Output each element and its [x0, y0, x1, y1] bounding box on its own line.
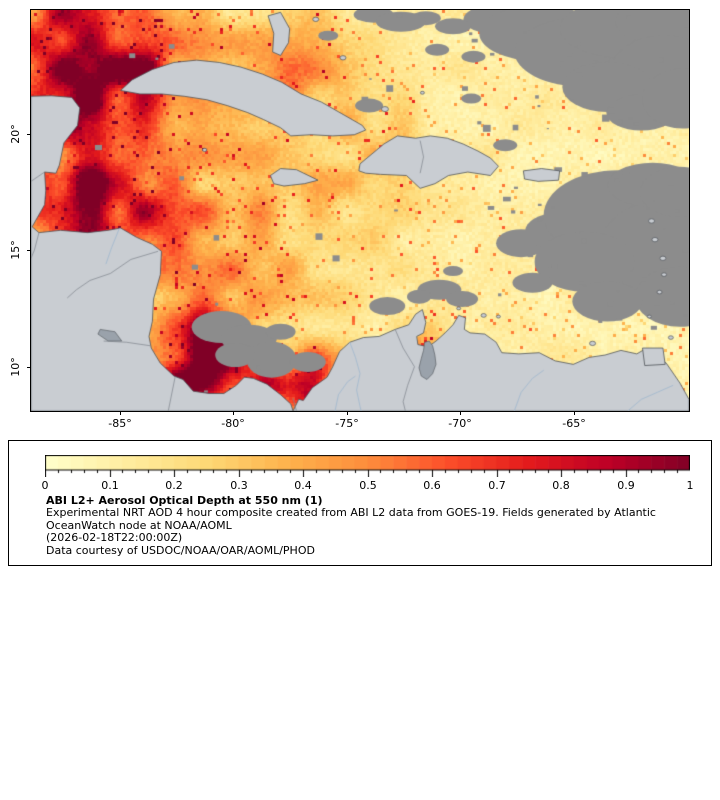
x-axis-tick [574, 411, 575, 415]
colorbar-tick-label: 0.5 [359, 479, 377, 492]
caption: ABI L2+ Aerosol Optical Depth at 550 nm … [46, 494, 656, 557]
colorbar-legend-box: 0 0.1 0.2 0.3 0.4 0.5 0.6 0.7 0.8 0.9 1 … [8, 440, 712, 566]
x-axis-tick-label: -65° [562, 417, 586, 430]
x-axis-tick [347, 411, 348, 415]
y-axis-tick-label: 15° [9, 240, 22, 260]
caption-line1: Experimental NRT AOD 4 hour composite cr… [46, 506, 656, 520]
caption-line2: OceanWatch node at NOAA/AOML [46, 518, 232, 532]
y-axis-tick-label: 10° [9, 357, 22, 377]
map-plot-area: -85° -80° -75° -70° -65° 20° 15° 10° [9, 9, 690, 430]
colorbar-tick-label: 0.4 [294, 479, 312, 492]
colorbar-tick-label: 0.2 [165, 479, 183, 492]
colorbar-tick-label: 0.1 [101, 479, 119, 492]
aod-raster-canvas [31, 10, 689, 411]
colorbar-tick-label: 0.9 [617, 479, 635, 492]
x-axis-tick [120, 411, 121, 415]
x-axis-tick [233, 411, 234, 415]
caption-title: ABI L2+ Aerosol Optical Depth at 550 nm … [46, 494, 323, 507]
y-axis-tick [27, 134, 31, 135]
x-axis-tick-label: -75° [335, 417, 359, 430]
x-axis-tick-label: -80° [221, 417, 245, 430]
colorbar-tick-label: 1 [686, 479, 694, 492]
colorbar-tick-label: 0 [41, 479, 49, 492]
colorbar-tick-label: 0.7 [488, 479, 506, 492]
y-axis-tick-label: 20° [9, 124, 22, 144]
caption-timestamp: (2026-02-18T22:00:00Z) [46, 531, 183, 545]
caption-credit: Data courtesy of USDOC/NOAA/OAR/AOML/PHO… [46, 543, 315, 557]
y-axis-tick [27, 250, 31, 251]
y-axis-tick [27, 367, 31, 368]
x-axis-tick-label: -70° [448, 417, 472, 430]
colorbar-tick-label: 0.6 [423, 479, 441, 492]
colorbar-tick-label: 0.3 [230, 479, 248, 492]
colorbar-canvas [45, 455, 690, 477]
colorbar-tick-label: 0.8 [552, 479, 570, 492]
x-axis-tick [460, 411, 461, 415]
x-axis-tick-label: -85° [108, 417, 132, 430]
